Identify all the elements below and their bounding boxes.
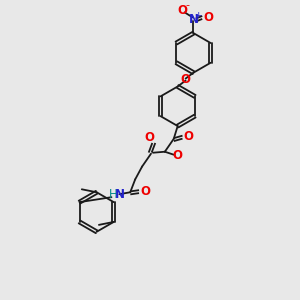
Text: O: O	[181, 73, 190, 86]
Text: H: H	[109, 188, 118, 201]
Text: N: N	[188, 13, 199, 26]
Text: O: O	[178, 4, 188, 17]
Text: N: N	[115, 188, 125, 201]
Text: O: O	[144, 131, 154, 144]
Text: O: O	[140, 185, 150, 198]
Text: -: -	[186, 0, 190, 11]
Text: +: +	[194, 11, 202, 20]
Text: O: O	[173, 149, 183, 162]
Text: O: O	[203, 11, 213, 24]
Text: O: O	[184, 130, 194, 143]
